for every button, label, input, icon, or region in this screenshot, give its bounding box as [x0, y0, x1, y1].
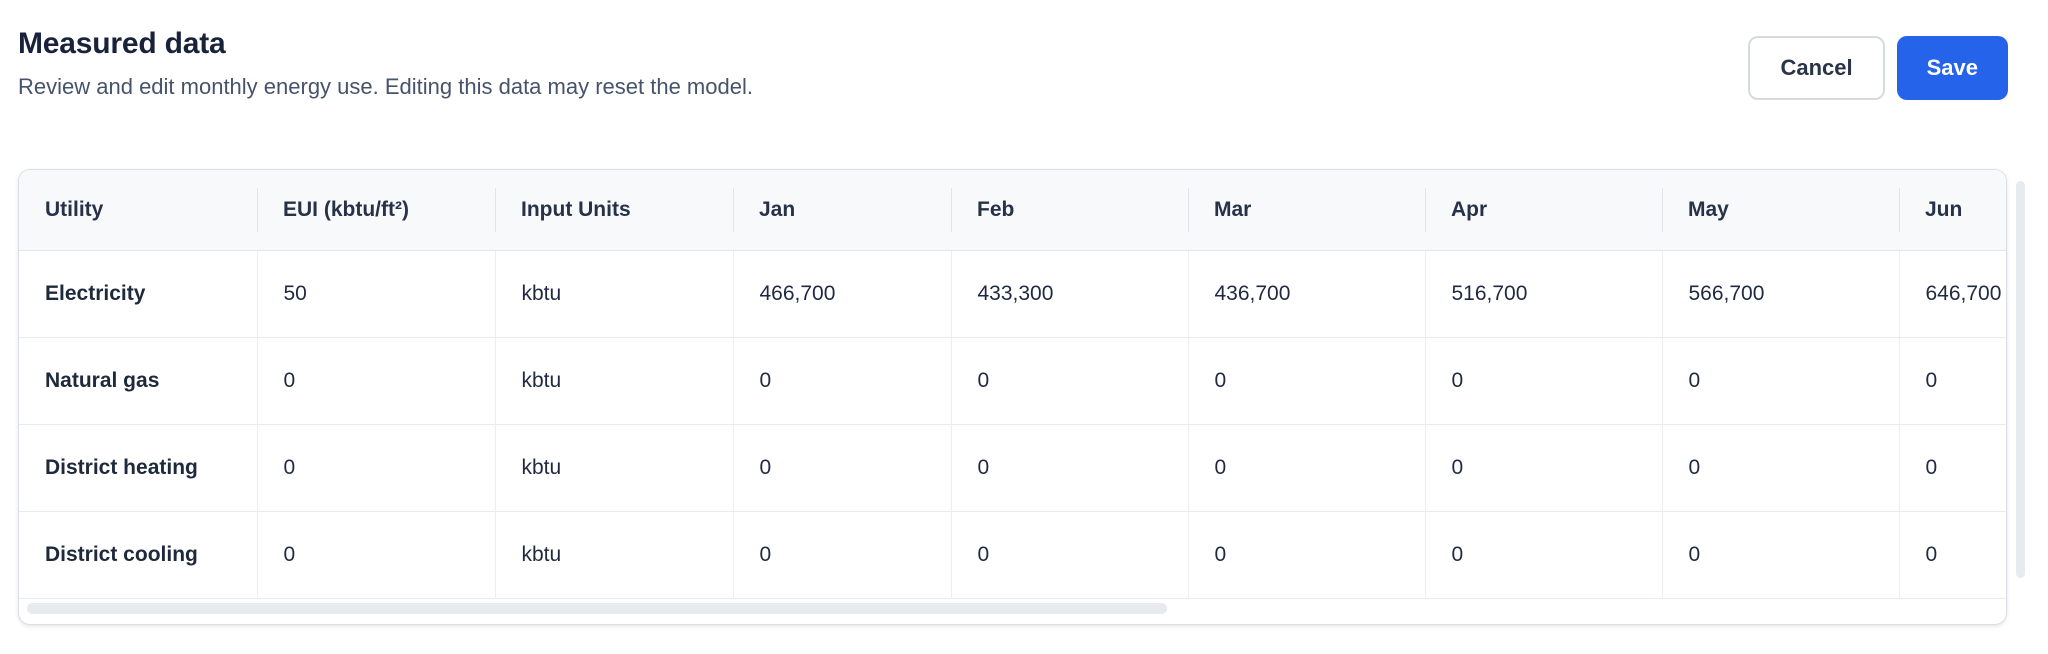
units-cell[interactable]: kbtu [494, 250, 733, 338]
month-cell[interactable]: 0 [1424, 337, 1662, 425]
eui-cell[interactable]: 50 [256, 250, 495, 338]
page-title: Measured data [18, 27, 226, 60]
horizontal-scrollbar-thumb[interactable] [27, 603, 1167, 614]
column-header-feb: Feb [951, 170, 1188, 251]
column-header-jun: Jun [1899, 170, 2006, 251]
table-row: Natural gas 0 kbtu 0 0 0 0 0 0 [19, 337, 2006, 425]
month-cell[interactable]: 0 [1187, 424, 1425, 512]
month-cell[interactable]: 0 [1898, 337, 2006, 425]
month-cell[interactable]: 0 [1661, 511, 1899, 599]
month-cell[interactable]: 433,300 [950, 250, 1188, 338]
month-cell[interactable]: 0 [1187, 511, 1425, 599]
page-header: Measured data Review and edit monthly en… [18, 24, 753, 102]
column-header-eui: EUI (kbtu/ft²) [257, 170, 495, 251]
column-header-utility: Utility [19, 170, 257, 251]
month-cell[interactable]: 436,700 [1187, 250, 1425, 338]
month-cell[interactable]: 0 [1898, 511, 2006, 599]
month-cell[interactable]: 0 [950, 511, 1188, 599]
units-cell[interactable]: kbtu [494, 337, 733, 425]
column-header-apr: Apr [1425, 170, 1662, 251]
month-cell[interactable]: 516,700 [1424, 250, 1662, 338]
table-row: Electricity 50 kbtu 466,700 433,300 436,… [19, 250, 2006, 338]
utility-cell: District cooling [19, 511, 257, 599]
column-header-may: May [1662, 170, 1899, 251]
table-row: District heating 0 kbtu 0 0 0 0 0 0 [19, 424, 2006, 512]
table-scroll-area[interactable]: Utility EUI (kbtu/ft²) Input Units Jan F… [19, 170, 2006, 600]
table-row: District cooling 0 kbtu 0 0 0 0 0 0 [19, 511, 2006, 599]
units-cell[interactable]: kbtu [494, 511, 733, 599]
units-cell[interactable]: kbtu [494, 424, 733, 512]
table-header-row: Utility EUI (kbtu/ft²) Input Units Jan F… [19, 170, 2006, 251]
month-cell[interactable]: 0 [1424, 424, 1662, 512]
month-cell[interactable]: 0 [950, 424, 1188, 512]
column-header-input-units: Input Units [495, 170, 733, 251]
month-cell[interactable]: 0 [1187, 337, 1425, 425]
month-cell[interactable]: 466,700 [732, 250, 951, 338]
table-card: Utility EUI (kbtu/ft²) Input Units Jan F… [18, 169, 2007, 625]
eui-cell[interactable]: 0 [256, 337, 495, 425]
cancel-button[interactable]: Cancel [1748, 36, 1885, 100]
eui-cell[interactable]: 0 [256, 424, 495, 512]
month-cell[interactable]: 0 [1661, 424, 1899, 512]
month-cell[interactable]: 0 [1898, 424, 2006, 512]
column-header-mar: Mar [1188, 170, 1425, 251]
month-cell[interactable]: 0 [732, 511, 951, 599]
eui-cell[interactable]: 0 [256, 511, 495, 599]
page-subtitle: Review and edit monthly energy use. Edit… [18, 74, 753, 99]
utility-cell: District heating [19, 424, 257, 512]
utility-cell: Natural gas [19, 337, 257, 425]
month-cell[interactable]: 0 [732, 337, 951, 425]
header-actions: Cancel Save [1748, 36, 2008, 100]
utility-cell: Electricity [19, 250, 257, 338]
month-cell[interactable]: 0 [950, 337, 1188, 425]
month-cell[interactable]: 566,700 [1661, 250, 1899, 338]
month-cell[interactable]: 0 [1424, 511, 1662, 599]
measured-data-table: Utility EUI (kbtu/ft²) Input Units Jan F… [19, 170, 2006, 599]
column-header-jan: Jan [733, 170, 951, 251]
month-cell[interactable]: 0 [732, 424, 951, 512]
month-cell[interactable]: 0 [1661, 337, 1899, 425]
vertical-scrollbar-thumb[interactable] [2016, 181, 2025, 578]
save-button[interactable]: Save [1896, 36, 2008, 100]
month-cell[interactable]: 646,700 [1898, 250, 2006, 338]
